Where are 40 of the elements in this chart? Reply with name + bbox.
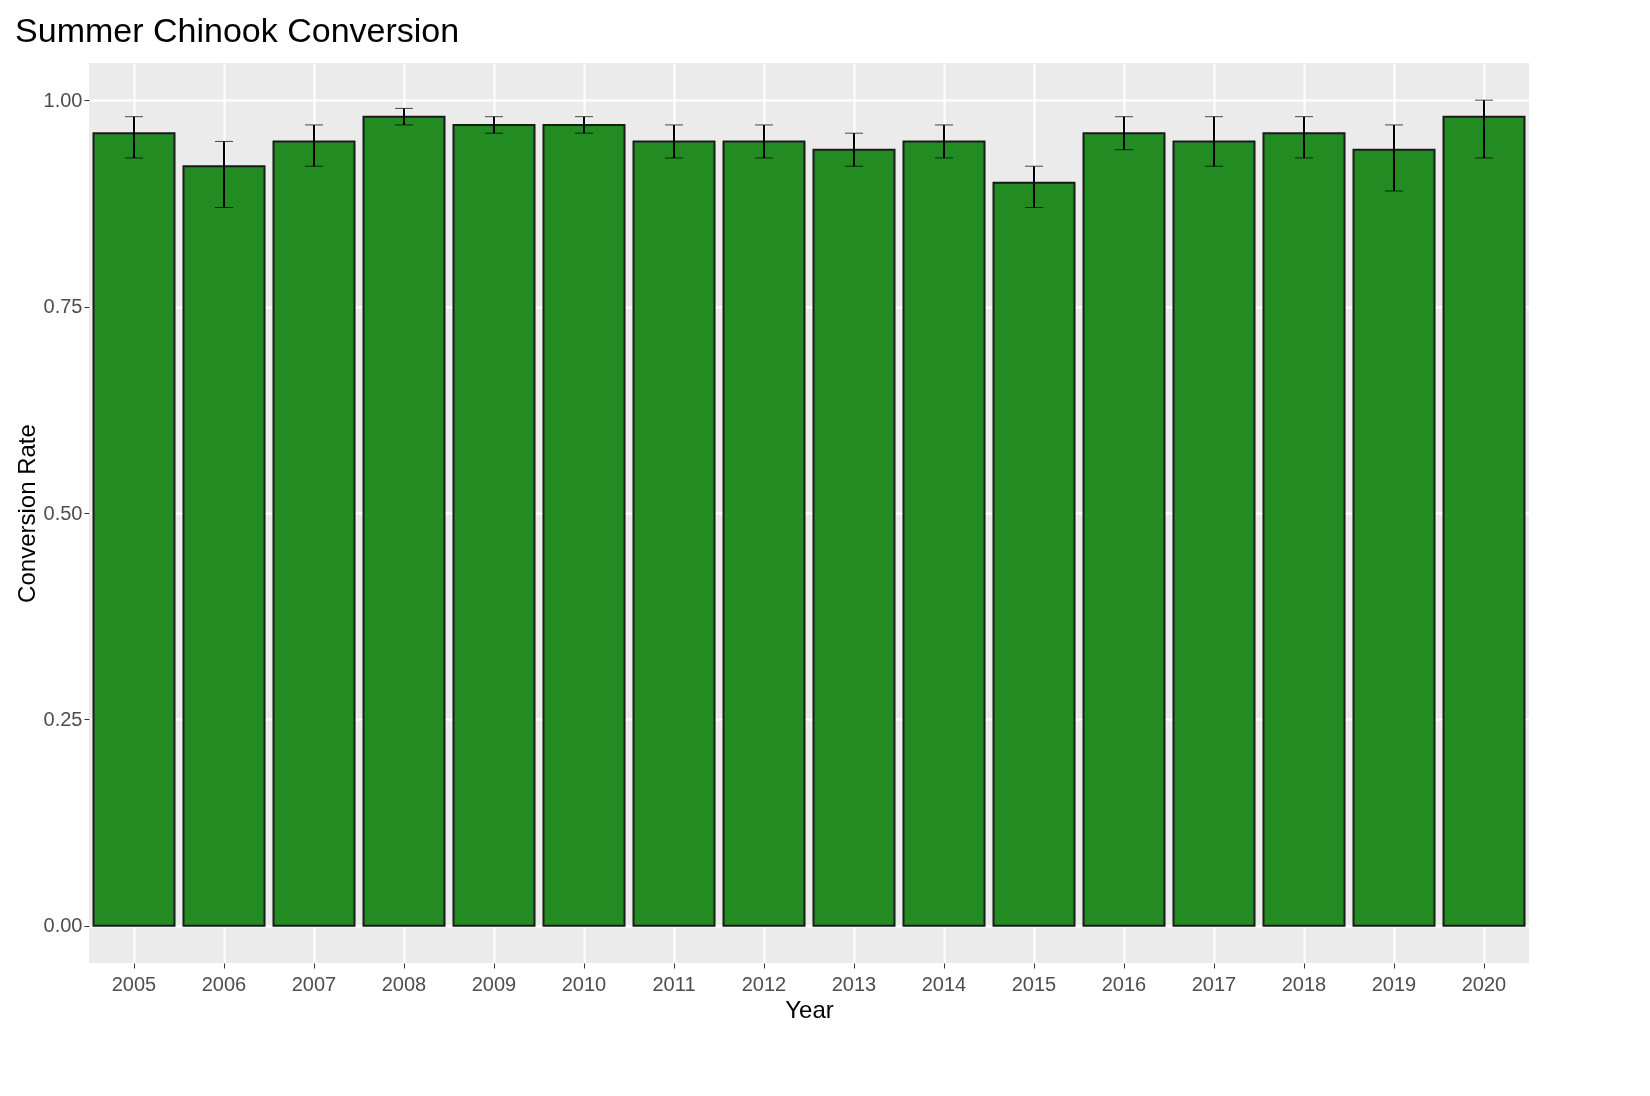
y-axis-title: Conversion Rate: [12, 424, 40, 603]
bar: [992, 181, 1076, 927]
y-tick-label: 0.25: [43, 707, 83, 730]
bar: [542, 123, 626, 927]
y-tick-label: 0.75: [43, 295, 83, 318]
y-tick-label: 1.00: [43, 88, 83, 111]
x-tick-label: 2014: [921, 972, 967, 995]
bar: [452, 123, 536, 927]
bar: [1442, 115, 1526, 927]
y-tick-label: 0.50: [43, 501, 83, 524]
bar: [92, 132, 176, 927]
x-axis-title: Year: [785, 995, 834, 1023]
x-tick-label: 2011: [652, 972, 696, 995]
x-tick-label: 2020: [1461, 972, 1507, 995]
bar: [1352, 148, 1436, 927]
bar: [722, 140, 806, 927]
x-tick-label: 2012: [741, 972, 787, 995]
bar: [182, 165, 266, 927]
x-tick-label: 2013: [831, 972, 877, 995]
bar: [1262, 132, 1346, 927]
x-tick-label: 2008: [381, 972, 427, 995]
x-tick-label: 2018: [1281, 972, 1327, 995]
bar: [1082, 132, 1166, 927]
bar: [1172, 140, 1256, 927]
bar: [812, 148, 896, 927]
x-tick-label: 2016: [1101, 972, 1147, 995]
bar: [362, 115, 446, 927]
chart-title: Summer Chinook Conversion: [15, 11, 460, 49]
x-tick-label: 2006: [201, 972, 247, 995]
x-tick-label: 2005: [111, 972, 157, 995]
x-tick-label: 2015: [1011, 972, 1057, 995]
bar: [902, 140, 986, 927]
x-tick-label: 2019: [1371, 972, 1417, 995]
x-tick-label: 2007: [291, 972, 337, 995]
bar: [632, 140, 716, 927]
x-tick-label: 2010: [561, 972, 607, 995]
y-tick-label: 0.00: [43, 914, 83, 937]
x-tick-label: 2017: [1191, 972, 1237, 995]
x-tick-label: 2009: [471, 972, 517, 995]
bar: [272, 140, 356, 927]
